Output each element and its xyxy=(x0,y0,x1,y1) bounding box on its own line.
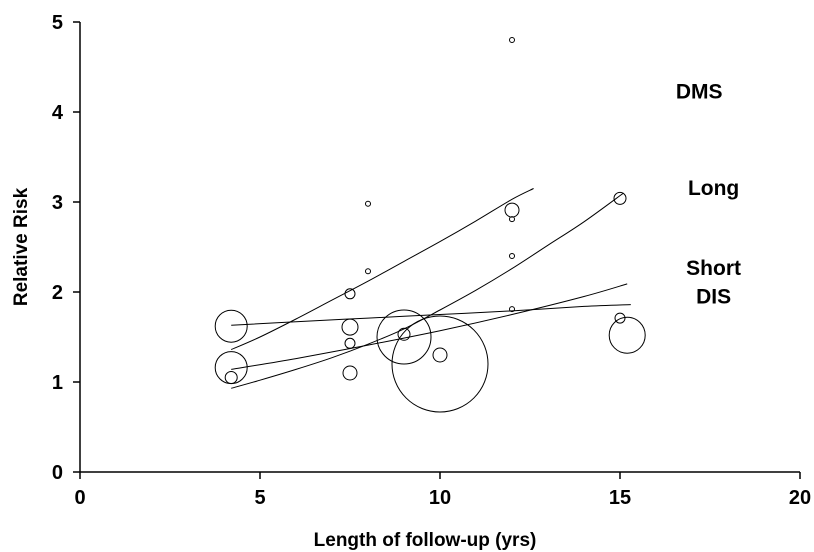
trend-line-dis xyxy=(231,304,631,326)
bubble-point xyxy=(344,337,356,349)
bubble-point xyxy=(341,318,359,336)
bubble-point xyxy=(376,309,432,365)
x-axis-title: Length of follow-up (yrs) xyxy=(314,530,537,551)
x-tick-label: 0 xyxy=(74,487,85,509)
trend-line-short xyxy=(231,283,628,370)
x-tick-label: 15 xyxy=(609,487,631,509)
bubble-point xyxy=(391,315,489,413)
bubble-point xyxy=(504,202,520,218)
trend-lines xyxy=(230,188,631,389)
ticks: 0 5 10 15 20 0 1 2 3 4 5 xyxy=(52,12,811,509)
series-label-dis: DIS xyxy=(696,286,731,309)
bubble-point xyxy=(614,312,626,324)
bubble-point xyxy=(509,306,515,313)
bubble-point xyxy=(608,316,646,354)
bubble-point xyxy=(342,365,358,381)
x-tick-label: 20 xyxy=(789,487,811,509)
series-label-short: Short xyxy=(686,257,741,280)
series-labels: DMS Long Short DIS xyxy=(676,81,741,309)
bubble-point xyxy=(224,371,238,384)
bubble-point xyxy=(214,309,248,343)
trend-line-dms xyxy=(230,188,534,351)
bubble-point xyxy=(509,37,515,43)
trend-line-long xyxy=(231,192,624,389)
bubble-point xyxy=(613,191,627,205)
bubble-point xyxy=(397,327,411,341)
bubble-point xyxy=(432,347,448,363)
series-label-long: Long xyxy=(688,177,739,200)
y-tick-label: 2 xyxy=(52,282,63,304)
y-tick-label: 4 xyxy=(52,102,64,124)
y-tick-label: 3 xyxy=(52,192,63,214)
x-tick-label: 5 xyxy=(254,487,265,509)
y-tick-label: 5 xyxy=(52,12,63,34)
bubble-point xyxy=(344,288,356,300)
series-label-dms: DMS xyxy=(676,81,723,104)
bubbles xyxy=(214,37,646,413)
x-tick-label: 10 xyxy=(429,487,451,509)
y-tick-label: 1 xyxy=(52,372,63,394)
bubble-point xyxy=(509,253,515,259)
y-axis-title: Relative Risk xyxy=(11,187,32,306)
bubble-point xyxy=(365,268,371,275)
y-tick-label: 0 xyxy=(52,462,63,484)
bubble-point xyxy=(365,200,371,207)
bubble-point xyxy=(509,216,515,223)
